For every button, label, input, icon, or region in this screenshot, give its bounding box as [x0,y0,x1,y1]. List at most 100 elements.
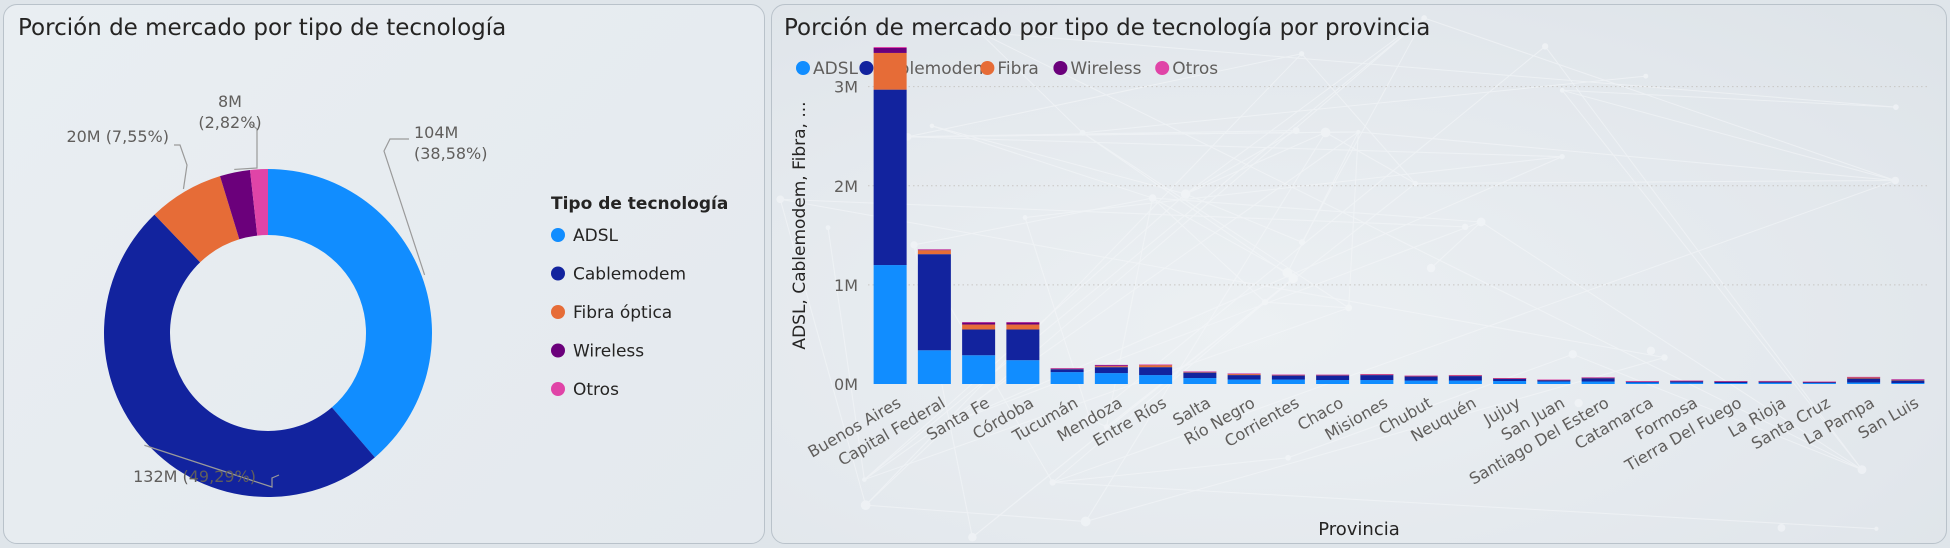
bar-otros-tierra-del-fuego[interactable] [1714,381,1748,382]
bar-stack-buenos-aires[interactable] [873,47,907,384]
bar-adsl-san-luis[interactable] [1891,383,1925,384]
legend-item-wireless[interactable]: Wireless [573,342,644,362]
bar-cablemodem-entre-rios[interactable] [1139,367,1173,376]
bar-adsl-capital-federal[interactable] [917,350,951,384]
bar-cablemodem-santa-fe[interactable] [962,329,996,356]
bar-adsl-santa-cruz[interactable] [1802,383,1836,384]
bar-stack-san-luis[interactable] [1891,379,1925,384]
bar-otros-chubut[interactable] [1404,375,1438,377]
bar-fibra-chaco[interactable] [1316,375,1350,376]
bar-cablemodem-chubut[interactable] [1404,376,1438,381]
bar-cablemodem-la-rioja[interactable] [1758,381,1792,383]
bar-otros-misiones[interactable] [1360,374,1394,375]
donut-slice-fibra-optica[interactable] [154,176,240,263]
legend-item-otros[interactable]: Otros [1172,59,1218,79]
bar-stack-rio-negro[interactable] [1227,373,1261,384]
bar-cablemodem-salta[interactable] [1183,372,1217,379]
bar-otros-cordoba[interactable] [1006,322,1040,323]
donut-slice-otros[interactable] [250,169,268,236]
bar-adsl-san-juan[interactable] [1537,381,1571,384]
bar-adsl-santiago-del-estero[interactable] [1581,381,1615,384]
bar-otros-corrientes[interactable] [1271,374,1305,376]
bar-otros-salta[interactable] [1183,371,1217,372]
bar-cablemodem-neuquen[interactable] [1448,376,1482,381]
bar-fibra-rio-negro[interactable] [1227,374,1261,376]
bar-adsl-chubut[interactable] [1404,380,1438,384]
bar-cablemodem-formosa[interactable] [1670,381,1704,383]
bar-fibra-corrientes[interactable] [1271,375,1305,376]
bar-adsl-neuquen[interactable] [1448,380,1482,384]
bar-stack-neuquen[interactable] [1448,374,1482,384]
bar-cablemodem-buenos-aires[interactable] [873,89,907,266]
bar-stack-la-rioja[interactable] [1758,380,1792,384]
bar-otros-san-luis[interactable] [1891,379,1925,380]
bar-stack-santiago-del-estero[interactable] [1581,377,1615,384]
bar-adsl-entre-rios[interactable] [1139,375,1173,384]
bar-otros-rio-negro[interactable] [1227,373,1261,374]
bar-stack-entre-rios[interactable] [1139,364,1173,384]
bar-adsl-corrientes[interactable] [1271,379,1305,384]
bar-otros-entre-rios[interactable] [1139,364,1173,365]
legend-item-fibra-optica[interactable]: Fibra óptica [573,303,672,323]
donut-slice-wireless[interactable] [220,169,258,240]
bar-otros-jujuy[interactable] [1493,378,1527,379]
donut-slice-cablemodem[interactable] [104,214,375,497]
bar-adsl-la-pampa[interactable] [1847,382,1881,384]
bar-fibra-la-pampa[interactable] [1847,377,1881,379]
bar-otros-mendoza[interactable] [1094,364,1128,366]
bar-cablemodem-cordoba[interactable] [1006,329,1040,361]
bar-stack-tucuman[interactable] [1050,368,1084,384]
bar-cablemodem-santiago-del-estero[interactable] [1581,378,1615,382]
bar-adsl-cordoba[interactable] [1006,360,1040,384]
bar-otros-capital-federal[interactable] [917,249,951,250]
bar-cablemodem-chaco[interactable] [1316,375,1350,381]
bar-stack-misiones[interactable] [1360,374,1394,384]
bar-adsl-tucuman[interactable] [1050,372,1084,384]
bar-otros-santiago-del-estero[interactable] [1581,377,1615,378]
bar-cablemodem-tucuman[interactable] [1050,369,1084,373]
donut-slice-adsl[interactable] [268,169,432,458]
legend-item-adsl[interactable]: ADSL [573,226,619,246]
bar-cablemodem-la-pampa[interactable] [1847,378,1881,383]
bar-stack-corrientes[interactable] [1271,374,1305,384]
bar-fibra-neuquen[interactable] [1448,375,1482,377]
bar-otros-la-pampa[interactable] [1847,376,1881,378]
bar-stack-santa-cruz[interactable] [1802,381,1836,384]
bar-fibra-san-luis[interactable] [1891,380,1925,381]
bar-adsl-chaco[interactable] [1316,380,1350,384]
bar-adsl-buenos-aires[interactable] [873,265,907,384]
bar-fibra-santiago-del-estero[interactable] [1581,377,1615,379]
bar-otros-la-rioja[interactable] [1758,380,1792,382]
bar-otros-formosa[interactable] [1670,380,1704,382]
bar-fibra-buenos-aires[interactable] [873,52,907,90]
bar-cablemodem-santa-cruz[interactable] [1802,382,1836,384]
bar-stack-catamarca[interactable] [1625,381,1659,384]
legend-item-cablemodem[interactable]: Cablemodem [573,265,686,285]
bar-cablemodem-misiones[interactable] [1360,375,1394,381]
bar-cablemodem-catamarca[interactable] [1625,381,1659,383]
bar-cablemodem-jujuy[interactable] [1493,378,1527,382]
bar-otros-buenos-aires[interactable] [873,47,907,48]
bar-adsl-rio-negro[interactable] [1227,379,1261,384]
bar-wireless-capital-federal[interactable] [917,249,951,251]
bar-otros-chaco[interactable] [1316,374,1350,376]
legend-item-wireless[interactable]: Wireless [1070,59,1141,79]
bar-stack-salta[interactable] [1183,371,1217,384]
legend-item-otros[interactable]: Otros [573,380,619,400]
bar-adsl-misiones[interactable] [1360,380,1394,384]
bar-stack-capital-federal[interactable] [917,249,951,384]
bar-cablemodem-mendoza[interactable] [1094,367,1128,374]
bar-stack-mendoza[interactable] [1094,364,1128,384]
bar-adsl-formosa[interactable] [1670,382,1704,384]
bar-adsl-catamarca[interactable] [1625,382,1659,384]
bar-otros-san-juan[interactable] [1537,379,1571,381]
bar-stack-formosa[interactable] [1670,380,1704,384]
bar-stack-cordoba[interactable] [1006,322,1040,384]
bar-otros-catamarca[interactable] [1625,381,1659,382]
legend-item-adsl[interactable]: ADSL [813,59,859,79]
bar-adsl-mendoza[interactable] [1094,373,1128,384]
bar-fibra-misiones[interactable] [1360,374,1394,376]
bar-wireless-cordoba[interactable] [1006,322,1040,325]
bar-wireless-san-luis[interactable] [1891,379,1925,381]
bar-cablemodem-capital-federal[interactable] [917,254,951,351]
